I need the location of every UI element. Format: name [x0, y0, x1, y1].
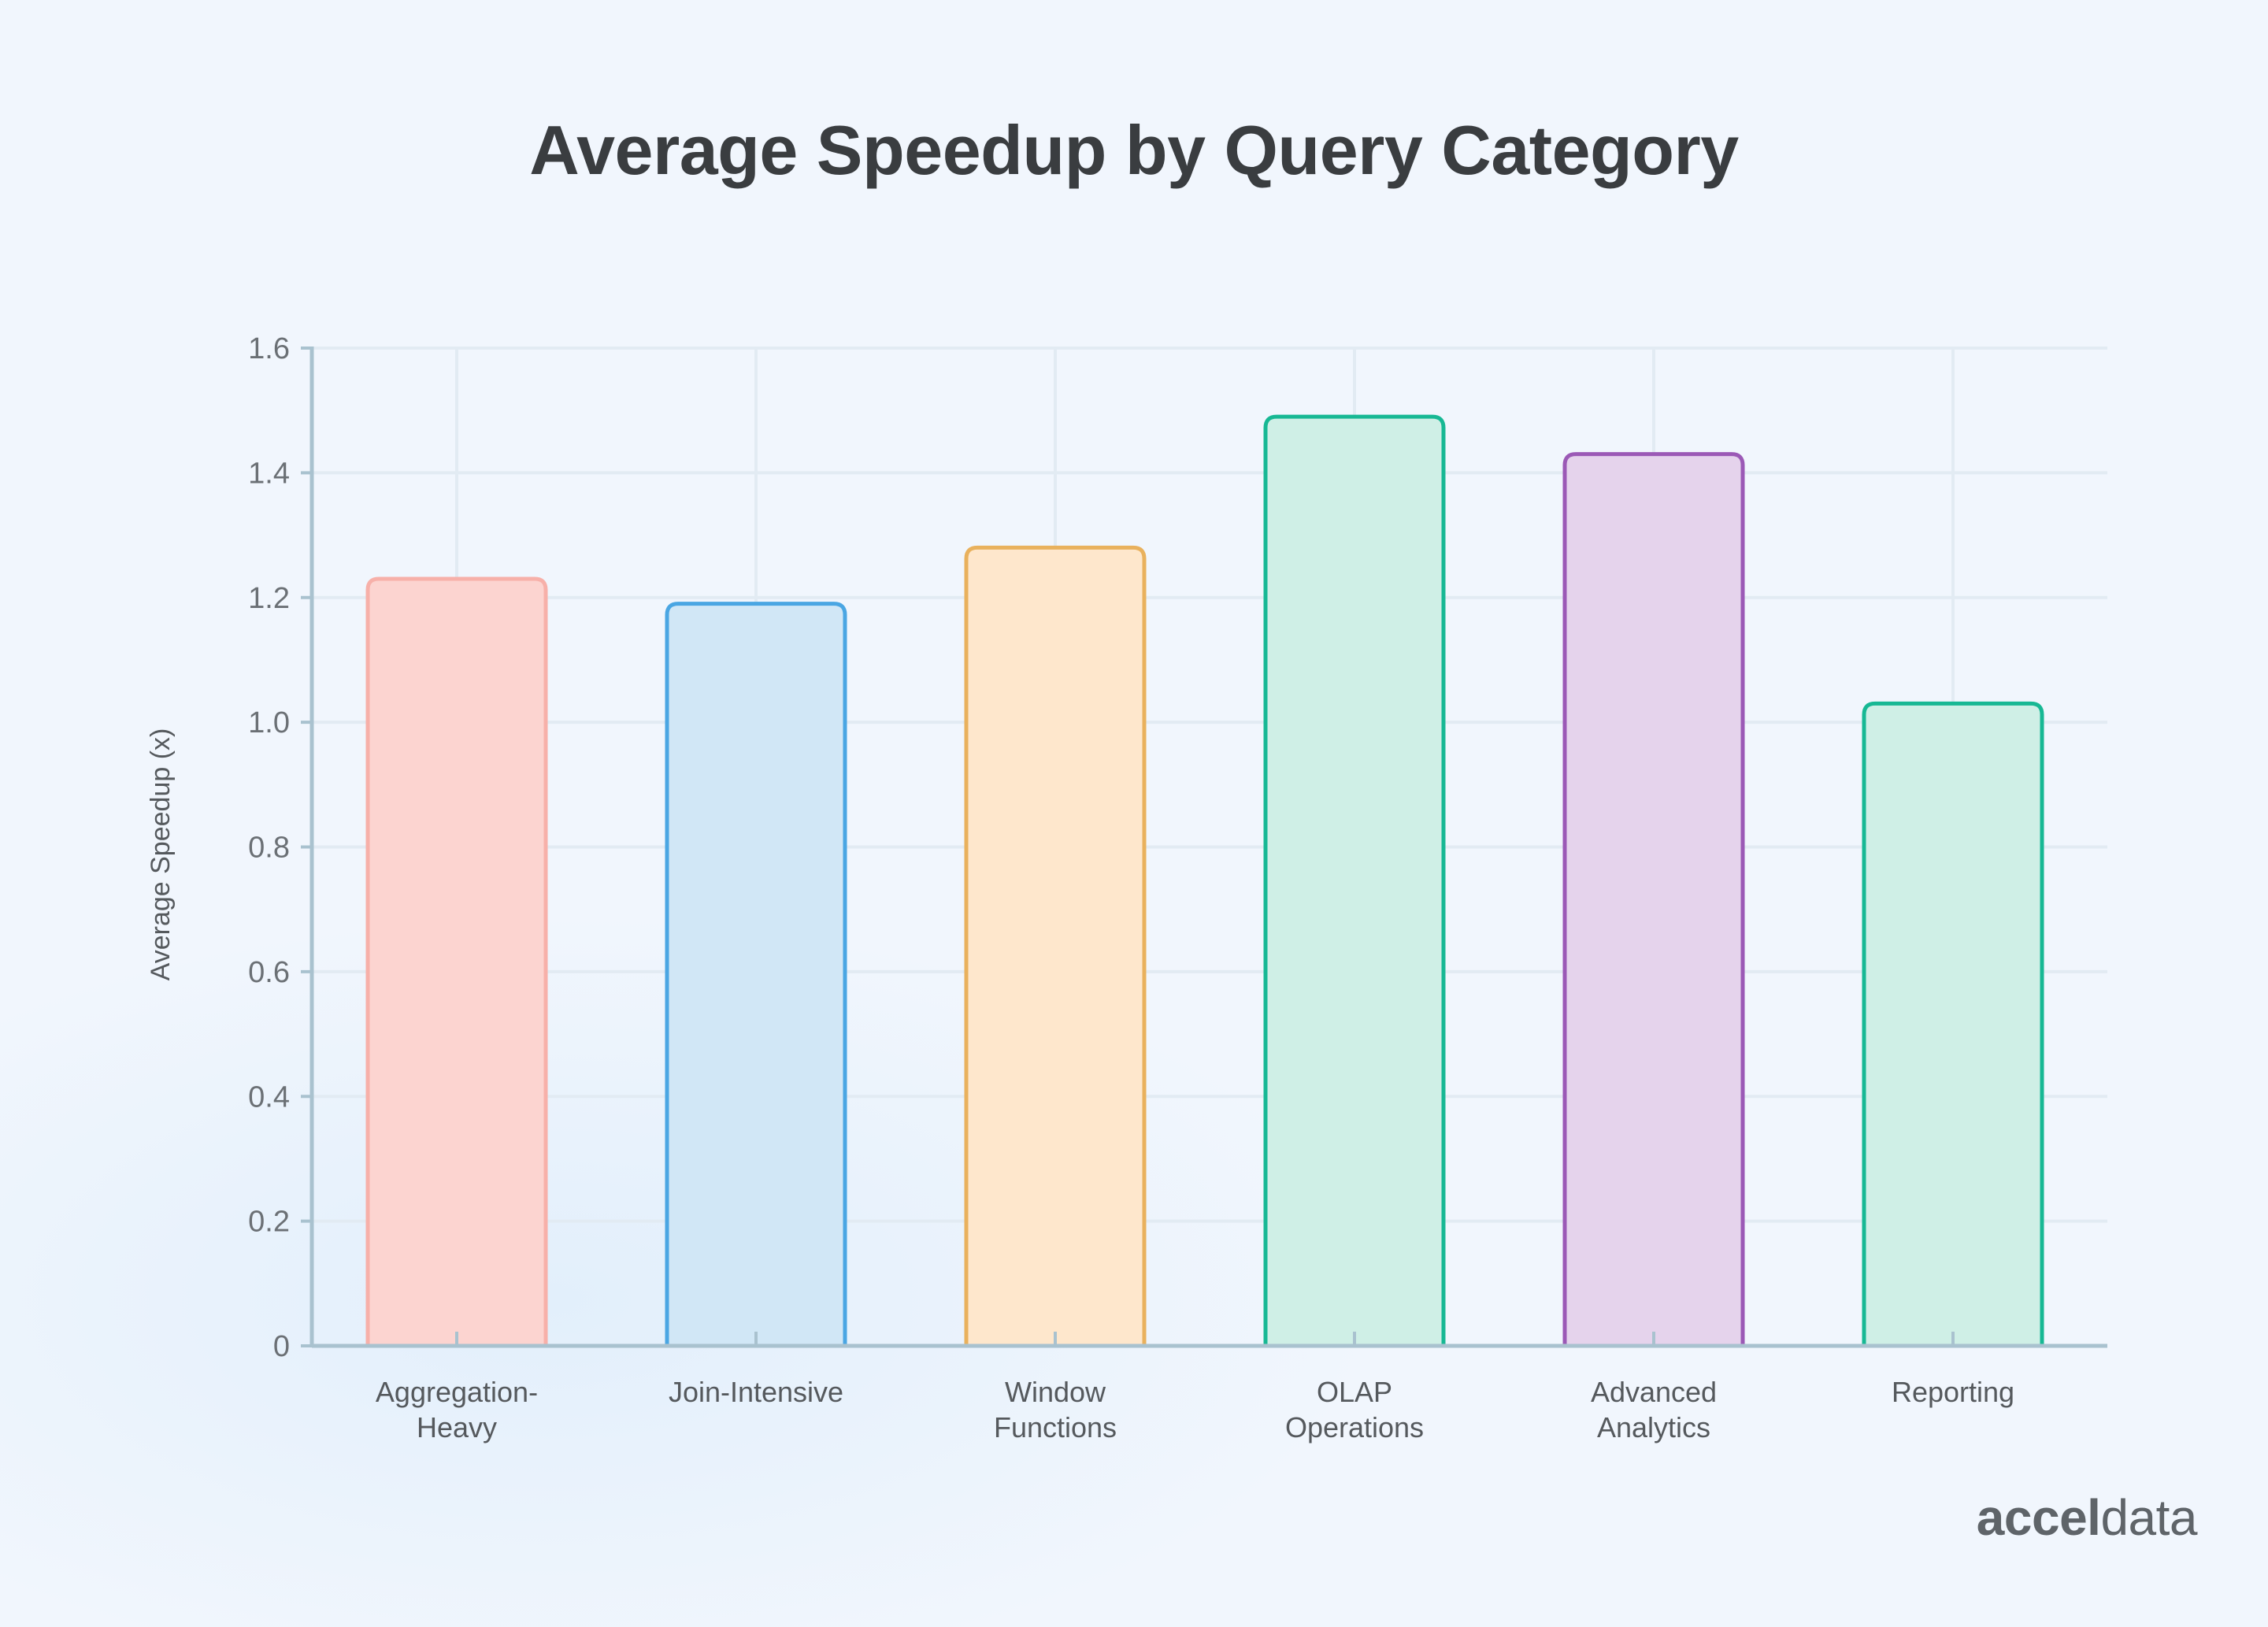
- acceldata-logo: acceldata: [1976, 1488, 2198, 1547]
- y-tick-label: 0.2: [248, 1206, 290, 1239]
- x-tick-label: Heavy: [417, 1411, 497, 1444]
- chart-title: Average Speedup by Query Category: [529, 111, 1739, 189]
- y-tick-label: 1.4: [248, 457, 290, 490]
- bar: [1562, 452, 1745, 1346]
- x-tick-label: Functions: [994, 1411, 1117, 1444]
- y-tick-labels: 0 0.2 0.4 0.6 0.8 1.0 1.2 1.4 1.6: [248, 332, 290, 1363]
- grid-lines: [312, 347, 2107, 1346]
- bar: [964, 545, 1147, 1346]
- y-tick-label: 0.6: [248, 956, 290, 989]
- bar: [665, 602, 847, 1346]
- y-tick-label: 0.4: [248, 1080, 290, 1114]
- y-axis-label: Average Speedup (x): [146, 728, 176, 981]
- y-tick-label: 0.8: [248, 832, 290, 865]
- y-tick-label: 1.6: [248, 332, 290, 365]
- x-tick-label: Reporting: [1892, 1376, 2014, 1408]
- y-tick-label: 1.2: [248, 582, 290, 615]
- x-tick-label: Window: [1005, 1376, 1106, 1408]
- x-tick-label: Join-Intensive: [669, 1376, 843, 1408]
- axes: [301, 347, 2107, 1348]
- x-tick-label: OLAP: [1317, 1376, 1392, 1408]
- logo-bold-text: accel: [1976, 1489, 2101, 1546]
- x-tick-labels: Aggregation-Heavy Join-Intensive WindowFun…: [376, 1376, 2014, 1444]
- bar: [1263, 414, 1446, 1346]
- x-tick-label: Aggregation-: [376, 1376, 538, 1408]
- y-tick-label: 1.0: [248, 706, 290, 739]
- y-tick-label: 0: [273, 1330, 290, 1363]
- x-tick-label: Advanced: [1591, 1376, 1717, 1408]
- x-tick-label: Analytics: [1597, 1411, 1710, 1444]
- bar: [1862, 701, 2044, 1346]
- logo-light-text: data: [2100, 1489, 2197, 1546]
- bars: [365, 414, 2044, 1346]
- x-tick-label: Operations: [1285, 1411, 1424, 1444]
- bar: [365, 576, 548, 1346]
